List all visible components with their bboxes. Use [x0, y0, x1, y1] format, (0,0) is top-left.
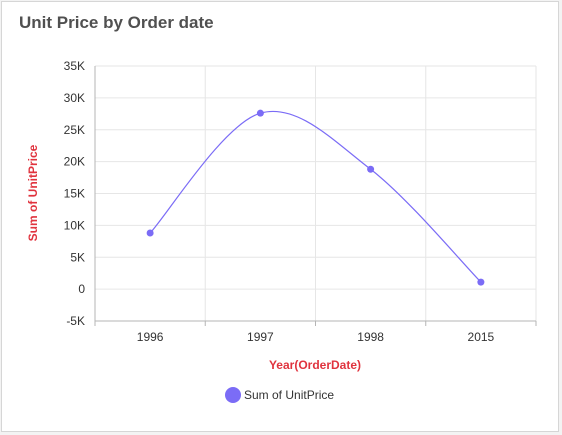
chart-title: Unit Price by Order date: [19, 13, 214, 32]
x-tick-labels: 1996 1997 1998 2015: [137, 330, 495, 344]
x-tick-label: 1997: [247, 330, 274, 344]
legend-label: Sum of UnitPrice: [244, 388, 334, 402]
y-tick-label: 20K: [64, 155, 85, 169]
x-tick-label: 2015: [468, 330, 495, 344]
series-points: [146, 109, 485, 286]
y-tick-label: -5K: [66, 314, 85, 328]
legend-marker: [225, 387, 241, 403]
y-tick-label: 25K: [64, 123, 85, 137]
data-point-2015[interactable]: [477, 278, 485, 286]
series-line-sum-of-unitprice: [149, 110, 482, 283]
gridlines: [95, 65, 537, 322]
y-tick-label: 35K: [64, 59, 85, 73]
legend[interactable]: Sum of UnitPrice: [225, 387, 334, 403]
axes: [94, 66, 537, 326]
x-tick-label: 1996: [137, 330, 164, 344]
y-tick-label: 5K: [70, 250, 85, 264]
y-tick-label: 10K: [64, 218, 85, 232]
y-tick-label: 15K: [64, 187, 85, 201]
data-point-1997[interactable]: [256, 109, 264, 117]
y-tick-labels: -5K 0 5K 10K 15K 20K 25K 30K 35K: [64, 59, 86, 328]
x-tick-label: 1998: [357, 330, 384, 344]
y-tick-label: 0: [78, 282, 85, 296]
y-tick-label: 30K: [64, 91, 85, 105]
data-point-1998[interactable]: [367, 165, 375, 173]
x-axis-title: Year(OrderDate): [269, 358, 361, 372]
y-axis-title: Sum of UnitPrice: [26, 144, 40, 241]
data-point-1996[interactable]: [146, 229, 154, 237]
